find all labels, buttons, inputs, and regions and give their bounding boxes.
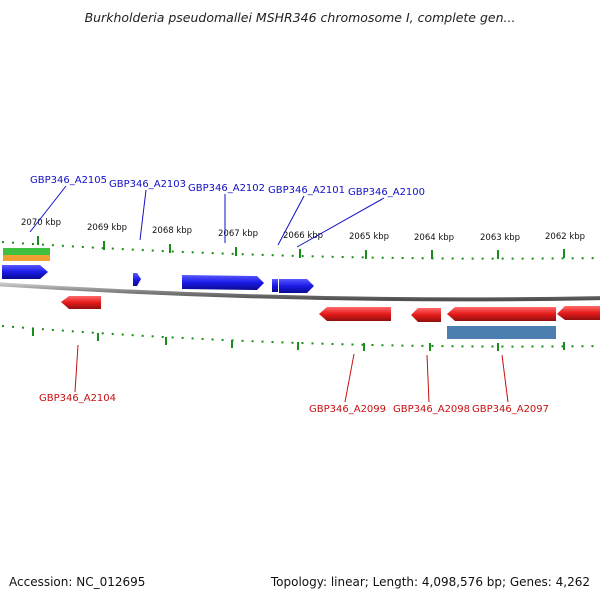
- gene-arrow-forward[interactable]: [272, 279, 278, 292]
- tick-label: 2062 kbp: [545, 232, 585, 242]
- forward-gene-labels: GBP346_A2105 GBP346_A2103 GBP346_A2102 G…: [29, 175, 425, 248]
- leader-line: [426, 354, 430, 403]
- feature-bar-steel[interactable]: [447, 326, 556, 339]
- gene-arrow-reverse[interactable]: [447, 307, 556, 321]
- leader-line: [296, 197, 385, 248]
- gene-arrow-forward[interactable]: [133, 273, 141, 286]
- gene-label-forward[interactable]: GBP346_A2105: [30, 175, 107, 186]
- gene-label-forward[interactable]: GBP346_A2103: [109, 179, 186, 190]
- gene-arrow-reverse[interactable]: [557, 306, 600, 320]
- reverse-gene-labels: GBP346_A2104 GBP346_A2099 GBP346_A2098 G…: [39, 344, 549, 415]
- gene-label-forward[interactable]: GBP346_A2100: [348, 187, 425, 198]
- feature-bar-orange[interactable]: [3, 255, 50, 261]
- reverse-genes: [61, 296, 600, 322]
- tick-label: 2064 kbp: [414, 233, 454, 243]
- leader-line: [139, 189, 147, 241]
- leader-line: [29, 185, 67, 233]
- gene-arrow-reverse[interactable]: [61, 296, 101, 309]
- scale-labels: 2070 kbp 2069 kbp 2068 kbp 2067 kbp 2066…: [21, 218, 585, 243]
- lower-tick-row: [1, 325, 600, 351]
- tick-label: 2068 kbp: [152, 226, 192, 236]
- upper-tick-row: [1, 236, 600, 260]
- gene-label-forward[interactable]: GBP346_A2102: [188, 183, 265, 194]
- leader-line: [74, 344, 79, 393]
- leader-line: [344, 353, 355, 403]
- tick-label: 2070 kbp: [21, 218, 61, 228]
- accession-label: Accession: NC_012695: [9, 575, 146, 589]
- gene-arrow-forward[interactable]: [279, 279, 314, 293]
- gene-label-reverse[interactable]: GBP346_A2098: [393, 404, 470, 415]
- gene-arrow-forward[interactable]: [182, 275, 264, 290]
- gene-arrow-reverse[interactable]: [411, 308, 441, 322]
- gene-label-reverse[interactable]: GBP346_A2099: [309, 404, 386, 415]
- tick-label: 2065 kbp: [349, 232, 389, 242]
- gene-arrow-reverse[interactable]: [319, 307, 391, 321]
- gene-label-reverse[interactable]: GBP346_A2097: [472, 404, 549, 415]
- tick-label: 2063 kbp: [480, 233, 520, 243]
- forward-genes: [2, 265, 314, 293]
- tick-label: 2069 kbp: [87, 223, 127, 233]
- gene-arrow-forward[interactable]: [2, 265, 48, 279]
- leader-line: [501, 354, 509, 403]
- leader-line: [277, 195, 305, 246]
- gene-label-forward[interactable]: GBP346_A2101: [268, 185, 345, 196]
- gene-label-reverse[interactable]: GBP346_A2104: [39, 393, 116, 404]
- feature-bar-green[interactable]: [3, 248, 50, 255]
- chromosome-backbone: [0, 282, 600, 302]
- page-title: Burkholderia pseudomallei MSHR346 chromo…: [84, 10, 516, 25]
- genome-summary: Topology: linear; Length: 4,098,576 bp; …: [270, 575, 590, 589]
- tick-label: 2067 kbp: [218, 229, 258, 239]
- tick-label: 2066 kbp: [283, 231, 323, 241]
